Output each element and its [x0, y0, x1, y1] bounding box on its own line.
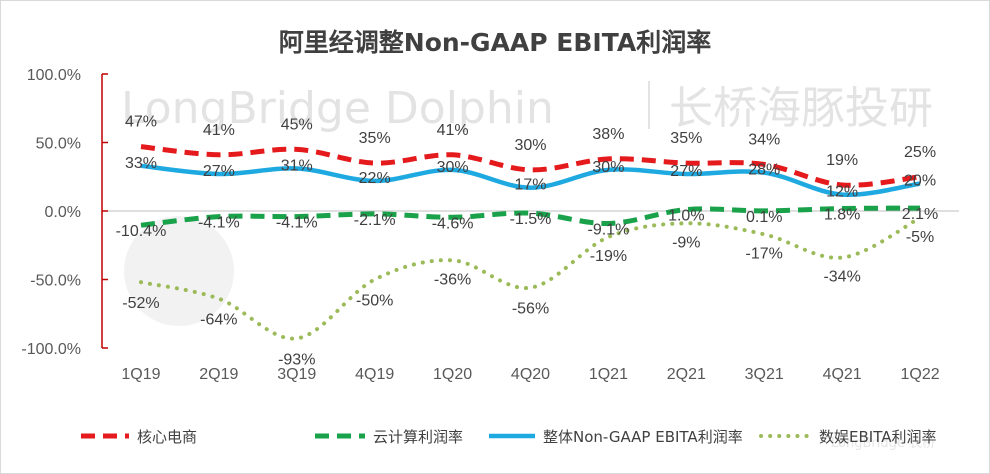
data-label: 1.8% [824, 207, 860, 224]
data-label: 35% [670, 130, 702, 147]
data-label: 22% [359, 170, 391, 187]
data-label: 34% [748, 131, 780, 148]
x-tick-label: 1Q20 [433, 366, 472, 383]
data-label: 41% [437, 122, 469, 139]
data-label: 1.0% [668, 208, 704, 225]
data-label: -64% [200, 312, 237, 329]
data-label: -56% [512, 301, 549, 318]
data-label: -17% [746, 245, 783, 262]
data-label: 33% [125, 155, 157, 172]
series-line-2 [140, 163, 921, 198]
data-label: 28% [748, 162, 780, 179]
x-tick-label: 2Q21 [667, 366, 706, 383]
legend-label-3: 数娱EBITA利润率 [819, 428, 936, 446]
x-tick-label: 4Q19 [355, 366, 394, 383]
data-label: -9.1% [588, 221, 630, 238]
data-label: -93% [278, 351, 315, 368]
legend: 核心电商 云计算利润率 整体Non-GAAP EBITA利润率 数娱EBITA利润率 [81, 428, 936, 446]
data-label: 20% [904, 173, 936, 190]
watermark-text-cn: 长桥海豚投研 [669, 83, 933, 134]
data-label: -4.1% [276, 215, 318, 232]
x-axis-ticks: 1Q19 2Q19 3Q19 4Q19 1Q20 4Q20 1Q21 2Q21 3Q21 4Q21… [121, 366, 939, 383]
series-line-1 [140, 205, 921, 228]
y-tick-label: 50.0% [36, 136, 81, 153]
data-label: -36% [434, 271, 471, 288]
y-tick-label: 100.0% [27, 67, 81, 84]
series-line-3 [139, 215, 922, 341]
data-label: 12% [826, 184, 858, 201]
watermark: LongBridge Dolphin 长桥海豚投研 LongBridge 长桥 [121, 81, 935, 451]
series-line-0 [140, 144, 921, 188]
data-label: -4.6% [432, 215, 474, 232]
data-label: 38% [592, 126, 624, 143]
data-label: 45% [281, 116, 313, 133]
data-label: 30% [437, 159, 469, 176]
data-label: 30% [514, 137, 546, 154]
legend-label-1: 云计算利润率 [373, 428, 463, 446]
y-tick-label: 0.0% [45, 204, 81, 221]
data-label: 2.1% [902, 206, 938, 223]
series-lines [139, 144, 922, 341]
x-tick-label: 3Q19 [277, 366, 316, 383]
watermark-text-en: LongBridge Dolphin [121, 83, 554, 134]
legend-label-0: 核心电商 [137, 428, 197, 446]
watermark-logo-circle [124, 216, 234, 326]
data-label: -5% [906, 229, 934, 246]
x-tick-label: 3Q21 [745, 366, 784, 383]
data-label: 41% [203, 122, 235, 139]
watermark-corner-text: LongBridge 长桥 [831, 436, 935, 451]
data-label: -2.1% [354, 212, 396, 229]
data-label: -19% [590, 248, 627, 265]
data-label: -50% [356, 293, 393, 310]
data-label: -10.4% [116, 223, 167, 240]
y-tick-label: -50.0% [30, 273, 81, 290]
x-tick-label: 2Q19 [199, 366, 238, 383]
y-axis-ticks: 100.0% 50.0% 0.0% -50.0% -100.0% [21, 67, 108, 358]
data-label: 30% [592, 159, 624, 176]
data-label: 27% [203, 163, 235, 180]
x-tick-label: 1Q21 [589, 366, 628, 383]
data-label: -4.1% [198, 215, 240, 232]
data-label: 35% [359, 130, 391, 147]
y-tick-label: -100.0% [21, 341, 81, 358]
data-label: -52% [122, 295, 159, 312]
chart-title: 阿里经调整Non-GAAP EBITA利润率 [279, 28, 711, 57]
data-label: 17% [514, 177, 546, 194]
data-label: -9% [672, 234, 700, 251]
legend-label-2: 整体Non-GAAP EBITA利润率 [543, 428, 743, 446]
data-label: 0.1% [746, 209, 782, 226]
x-tick-label: 4Q20 [511, 366, 550, 383]
x-tick-label: 1Q22 [900, 366, 939, 383]
data-label: 19% [826, 152, 858, 169]
data-label: 31% [281, 158, 313, 175]
x-tick-label: 1Q19 [121, 366, 160, 383]
data-label: 25% [904, 144, 936, 161]
data-label: -1.5% [510, 211, 552, 228]
data-labels: 47% 41% 45% 35% 41% 30% 38% 35% 34% 19% 25% -10.4% -… [116, 114, 939, 369]
data-label: 27% [670, 163, 702, 180]
data-label: 47% [125, 114, 157, 131]
data-label: -34% [823, 269, 860, 286]
x-tick-label: 4Q21 [823, 366, 862, 383]
